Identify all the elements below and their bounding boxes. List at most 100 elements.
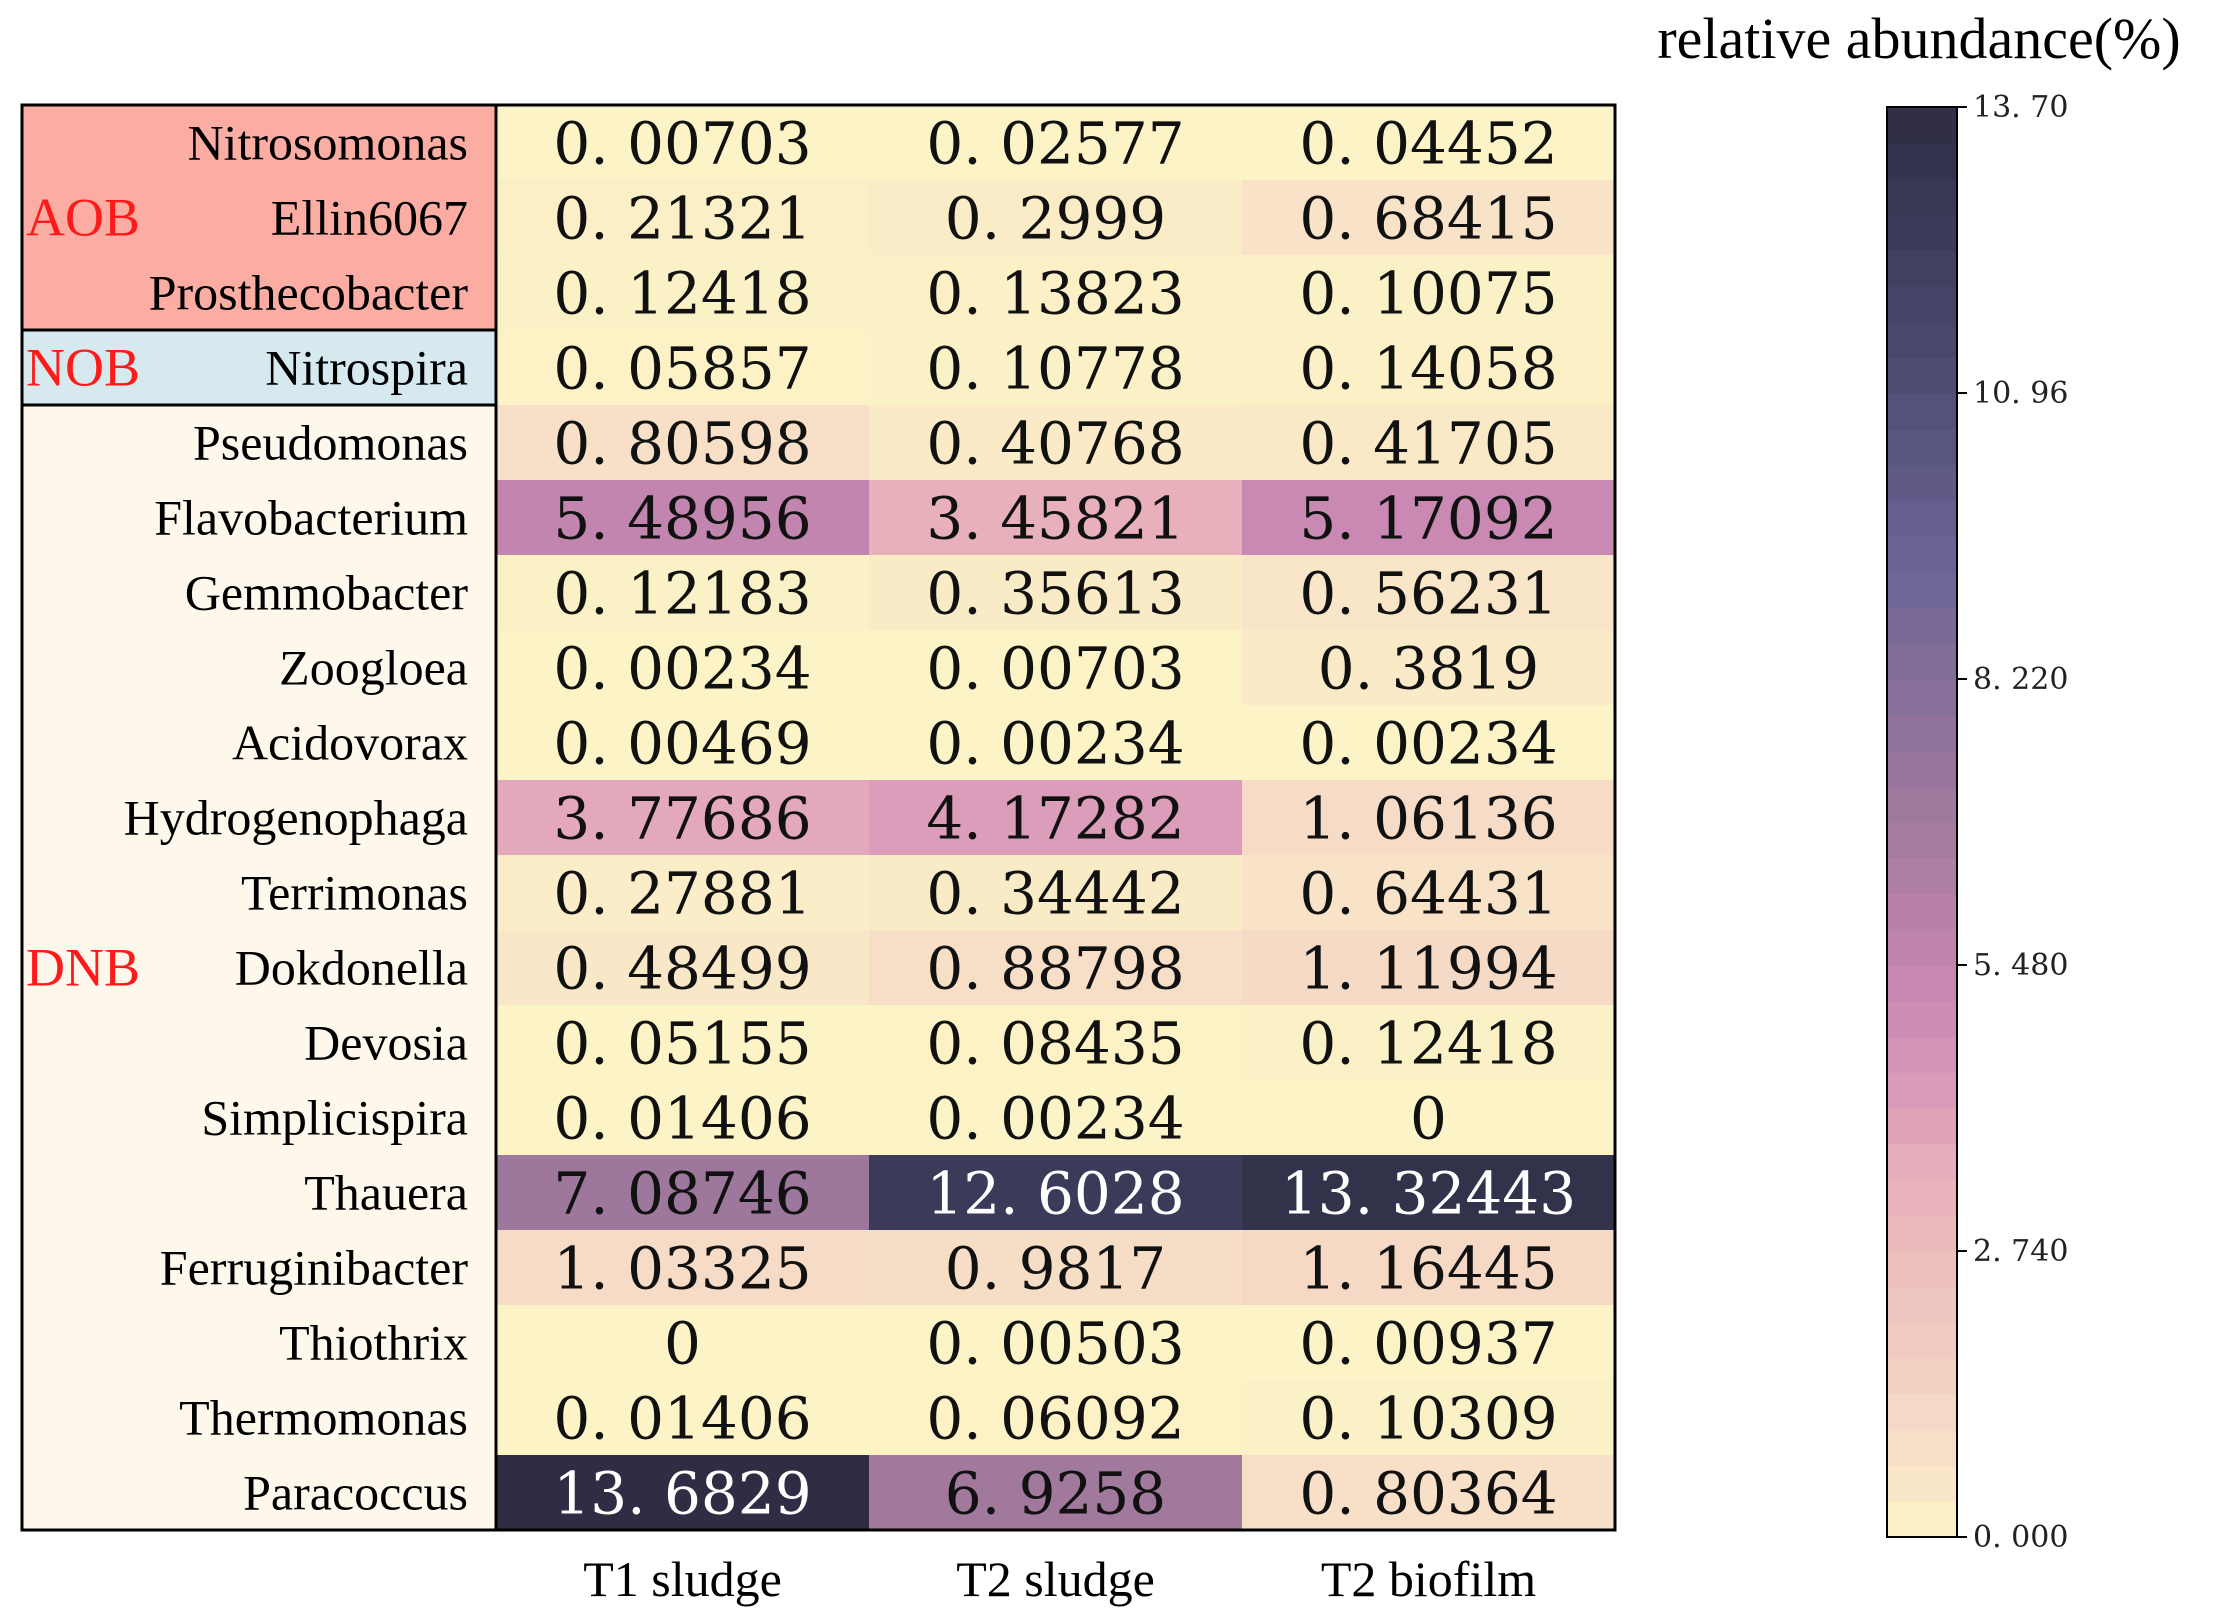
colorbar-segment	[1887, 607, 1957, 644]
heatmap-cell	[1242, 930, 1615, 1005]
heatmap-cell	[1242, 1230, 1615, 1305]
colorbar-segment	[1887, 1179, 1957, 1216]
cell-value-label: 0. 00234	[926, 1085, 1184, 1153]
cell-value-label: 4. 17282	[926, 785, 1184, 853]
cell-value-label: 0. 08435	[926, 1010, 1184, 1078]
heatmap-cell	[869, 330, 1242, 405]
colorbar-segment	[1887, 536, 1957, 573]
row-label-panel: AOB NOB DNB Nitrosomonas Ellin6067 Prosthecob…	[20, 103, 498, 1532]
heatmap-cell	[869, 630, 1242, 705]
heatmap-cell	[869, 180, 1242, 255]
cell-value-label: 0. 35613	[926, 560, 1184, 628]
heatmap-cell	[869, 1230, 1242, 1305]
heatmap-cell	[869, 1155, 1242, 1230]
row-label-flavobacterium: Flavobacterium	[154, 490, 468, 546]
cell-value-label: 0. 00937	[1299, 1310, 1557, 1378]
colorbar-segment	[1887, 1251, 1957, 1288]
heatmap-cell	[869, 105, 1242, 180]
heatmap-cell	[1242, 480, 1615, 555]
colorbar-segment	[1887, 786, 1957, 823]
heatmap-cell	[1242, 1155, 1615, 1230]
cell-value-label: 0. 00503	[926, 1310, 1184, 1378]
heatmap-cell	[869, 1305, 1242, 1380]
colorbar-segment	[1887, 393, 1957, 430]
colorbar-segment	[1887, 571, 1957, 609]
heatmap-cell	[1242, 1080, 1615, 1155]
heatmap-cell	[1242, 330, 1615, 405]
cell-value-label: 0. 27881	[553, 860, 811, 928]
heatmap-cell	[1242, 255, 1615, 330]
cell-value-label: 0. 48499	[553, 935, 811, 1003]
heatmap-cell	[1242, 555, 1615, 630]
colorbar-segment	[1887, 1000, 1957, 1038]
heatmap-cell	[869, 1005, 1242, 1080]
heatmap-cell	[496, 855, 869, 930]
colorbar-segment	[1887, 1394, 1957, 1431]
row-label-acidovorax: Acidovorax	[232, 715, 468, 771]
colorbar-tick-label: 0. 000	[1973, 1520, 2068, 1555]
colorbar-segment	[1887, 1286, 1957, 1324]
column-label: T2 biofilm	[1321, 1551, 1536, 1607]
colorbar-segment	[1887, 250, 1957, 287]
heatmap-cell	[1242, 855, 1615, 930]
row-label-gemmobacter: Gemmobacter	[185, 565, 469, 621]
heatmap-cell	[869, 930, 1242, 1005]
colorbar-tick-label: 2. 740	[1973, 1234, 2068, 1269]
cell-value-label: 0. 80364	[1299, 1460, 1557, 1528]
heatmap-cell	[1242, 405, 1615, 480]
heatmap-cell	[1242, 1380, 1615, 1455]
heatmap-cell	[869, 1455, 1242, 1530]
cell-value-label: 0. 00703	[553, 110, 811, 178]
cell-value-label: 1. 16445	[1299, 1235, 1557, 1303]
row-label-thauera: Thauera	[304, 1165, 468, 1221]
heatmap-cell	[496, 1080, 869, 1155]
colorbar-segment	[1887, 1501, 1957, 1538]
heatmap-cell	[1242, 780, 1615, 855]
cell-value-label: 0. 13823	[926, 260, 1184, 328]
row-label-nitrosomonas: Nitrosomonas	[187, 115, 468, 171]
colorbar-segment	[1887, 500, 1957, 537]
heatmap-cell	[869, 1380, 1242, 1455]
heatmap-cell	[496, 330, 869, 405]
colorbar-segment	[1887, 857, 1957, 895]
cell-value-label: 0	[1410, 1085, 1447, 1153]
group-label-dnb: DNB	[26, 938, 140, 998]
colorbar-border	[1886, 106, 1958, 1538]
cell-value-label: 0. 05857	[553, 335, 811, 403]
colorbar-segment	[1887, 1036, 1957, 1073]
heatmap-cell	[496, 1305, 869, 1380]
colorbar-segment	[1887, 643, 1957, 680]
colorbar-segment	[1887, 142, 1957, 180]
cell-value-label: 5. 17092	[1299, 485, 1557, 553]
heatmap-cell	[869, 480, 1242, 555]
colorbar-segment	[1887, 679, 1957, 716]
cell-value-label: 3. 77686	[553, 785, 811, 853]
cell-value-label: 0. 00234	[553, 635, 811, 703]
cell-value-label: 0. 01406	[553, 1385, 811, 1453]
cell-value-label: 13. 6829	[553, 1460, 811, 1528]
heatmap-cell	[1242, 1305, 1615, 1380]
row-label-thiothrix: Thiothrix	[279, 1315, 468, 1371]
cell-value-label: 0. 80598	[553, 410, 811, 478]
cell-value-label: 0. 88798	[926, 935, 1184, 1003]
colorbar-segment	[1887, 214, 1957, 251]
heatmap-cell	[496, 1005, 869, 1080]
cell-value-label: 0. 12418	[1299, 1010, 1557, 1078]
heatmap-cell	[869, 255, 1242, 330]
heatmap-cell	[869, 705, 1242, 780]
cell-value-label: 0. 68415	[1299, 185, 1557, 253]
colorbar-segment	[1887, 428, 1957, 466]
heatmap-cell	[496, 105, 869, 180]
colorbar-tick-label: 8. 220	[1973, 662, 2068, 697]
colorbar-segment	[1887, 822, 1957, 859]
cell-value-label: 13. 32443	[1281, 1160, 1576, 1228]
row-label-terrimonas: Terrimonas	[241, 865, 468, 921]
colorbar-segment	[1887, 107, 1957, 144]
heatmap-cell	[869, 855, 1242, 930]
colorbar-tick-label: 13. 70	[1973, 90, 2068, 125]
cell-value-label: 0. 56231	[1299, 560, 1557, 628]
cell-value-label: 0. 2999	[945, 185, 1166, 253]
colorbar-segment	[1887, 1215, 1957, 1252]
heatmap-cell	[1242, 180, 1615, 255]
group-label-nob: NOB	[26, 338, 140, 398]
